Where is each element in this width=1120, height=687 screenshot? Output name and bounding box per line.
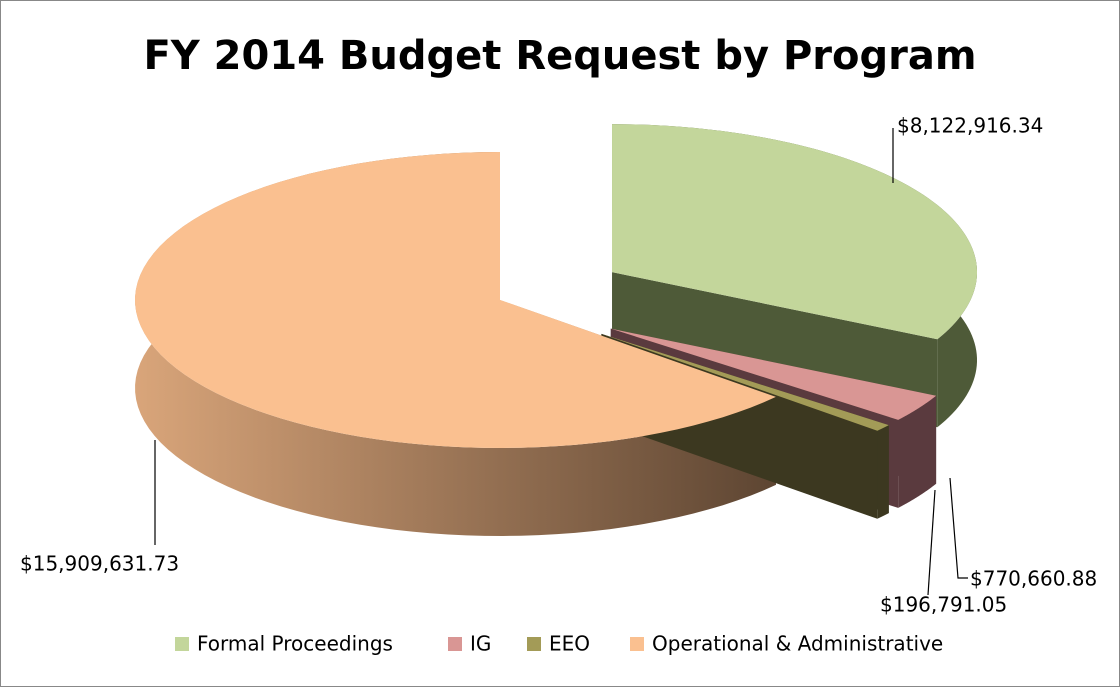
slice-wall <box>877 425 889 519</box>
data-label: $8,122,916.34 <box>897 114 1043 138</box>
chart-title: FY 2014 Budget Request by Program <box>143 33 976 79</box>
slice <box>135 152 776 448</box>
legend-label: IG <box>470 632 491 656</box>
legend-swatch <box>630 637 644 651</box>
leader-line <box>949 477 968 579</box>
slice <box>601 333 889 431</box>
labels: $8,122,916.34 $770,660.88$196,791.05 $15,9… <box>20 114 1097 617</box>
legend-swatch <box>175 637 189 651</box>
legend-label: EEO <box>549 632 590 656</box>
legend-label: Formal Proceedings <box>197 632 393 656</box>
legend-label: Operational & Administrative <box>652 632 943 656</box>
data-label: $196,791.05 <box>880 593 1007 617</box>
leader-line <box>927 489 936 596</box>
legend-swatch <box>448 637 462 651</box>
legend: Formal Proceedings IG EEO Operational & Adm… <box>175 632 943 656</box>
pie-tops <box>135 124 977 448</box>
slice-wall <box>898 395 937 508</box>
data-label: $770,660.88 <box>970 567 1097 591</box>
legend-swatch <box>527 637 541 651</box>
data-label: $15,909,631.73 <box>20 552 179 576</box>
slice <box>612 124 977 340</box>
slice <box>610 328 937 420</box>
